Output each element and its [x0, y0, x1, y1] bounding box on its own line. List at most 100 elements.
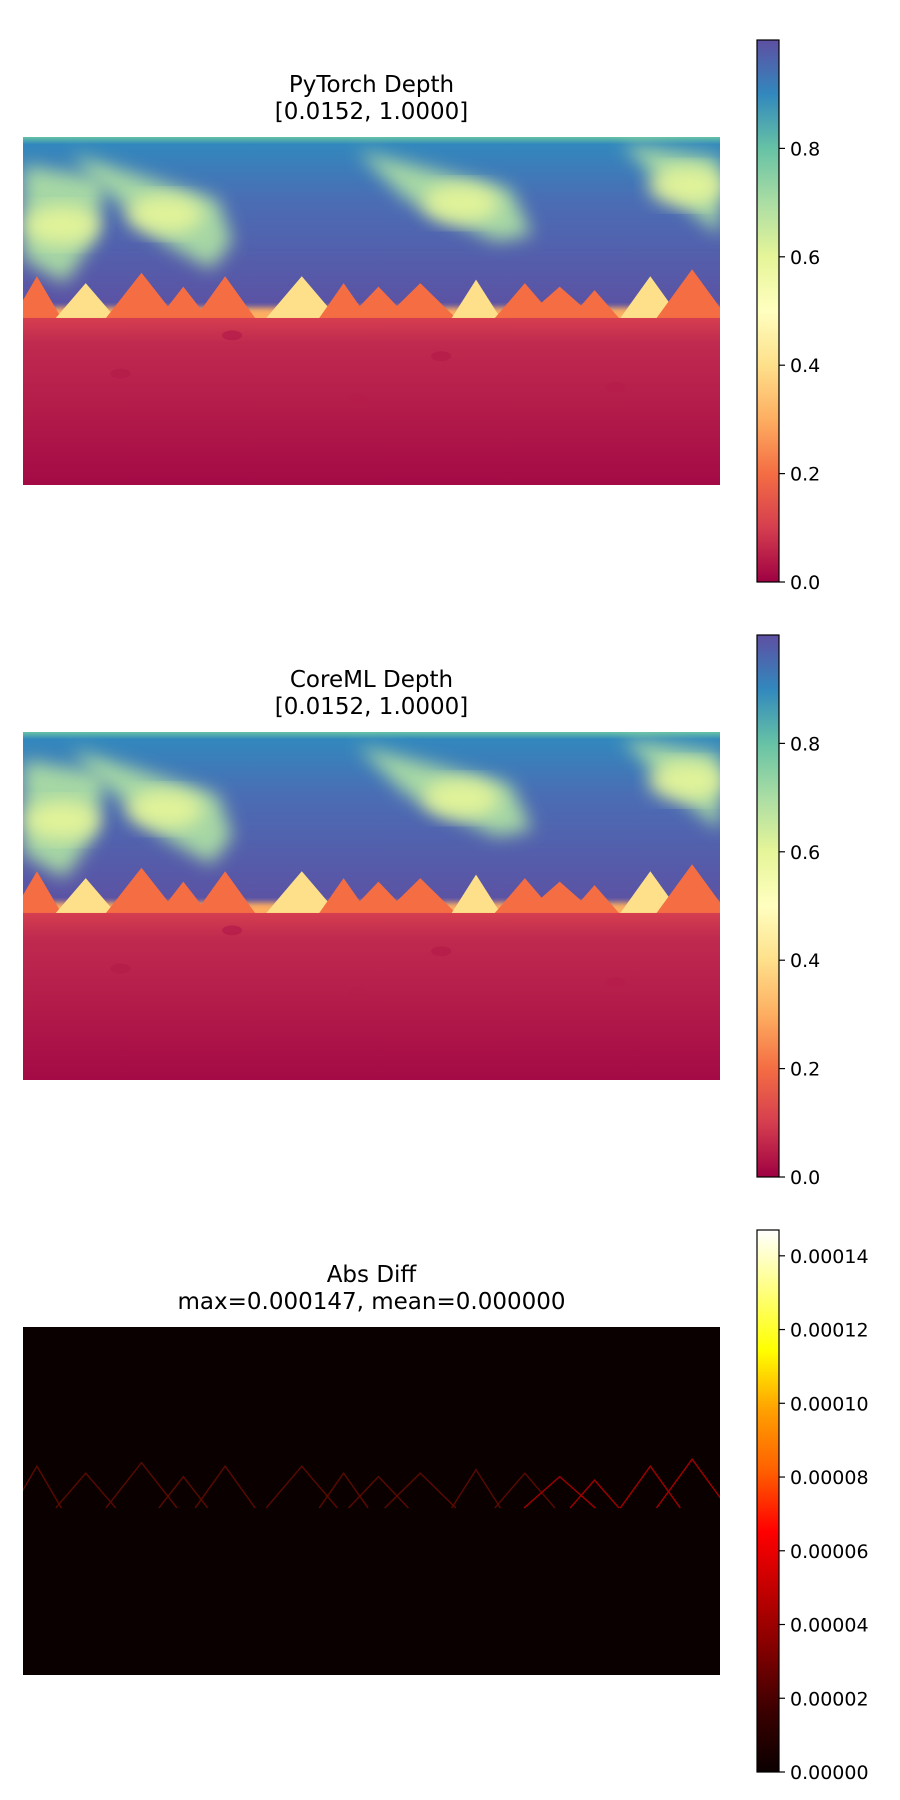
ground-blob [110, 368, 131, 379]
chart-subtitle-line: [0.0152, 1.0000] [274, 694, 469, 720]
colorbar-tick-label: 0.2 [790, 1059, 820, 1081]
peak-shape [55, 283, 116, 318]
diff-plot-svg: 0.00000 0.00002 0.00004 0.00006 0.00008 0.000… [23, 1229, 869, 1784]
colorbar-tick-label: 0.0 [790, 572, 820, 594]
cloud-core [126, 789, 203, 830]
peak-shape [105, 867, 178, 913]
peak-shape [570, 885, 619, 913]
depth-plot-svg: 0.0 0.2 0.4 0.6 0.8 [23, 39, 820, 594]
diff-edge [158, 1475, 209, 1509]
colorbar-gradient [757, 1230, 779, 1772]
diff-edge [619, 1464, 681, 1509]
colorbar-tick-label: 0.00006 [790, 1541, 869, 1563]
peak-shape [158, 881, 208, 913]
colorbar-gradient [757, 40, 779, 582]
diff-heatmap [23, 1327, 720, 1675]
diff-edge [569, 1479, 620, 1509]
depth-heatmap [23, 732, 720, 1080]
peak-shape [55, 878, 116, 913]
colorbar: 0.0 0.2 0.4 0.6 0.8 [756, 634, 820, 1189]
peak-shape [319, 283, 369, 318]
ground-blob [605, 382, 626, 393]
colorbar-tick-label: 0.8 [790, 733, 820, 755]
colorbar-tick-label: 0.6 [790, 842, 820, 864]
ground-blob [347, 988, 368, 998]
colorbar: 0.00000 0.00002 0.00004 0.00006 0.00008 0.000… [756, 1229, 869, 1784]
peak-shape [266, 276, 338, 318]
cloud-core [648, 165, 720, 206]
peak-shape [384, 878, 456, 913]
diff-edge [105, 1461, 178, 1509]
chart-subtitle-line: [0.0152, 1.0000] [274, 99, 469, 125]
peak-shape [570, 290, 619, 318]
colorbar-tick-label: 0.00004 [790, 1615, 869, 1637]
colorbar-tick-label: 0.8 [790, 138, 820, 160]
colorbar-tick-label: 0.4 [790, 950, 820, 972]
colorbar-tick-label: 0.6 [790, 247, 820, 269]
chart-subtitle-line: max=0.000147, mean=0.000000 [177, 1289, 566, 1315]
ground-blob [222, 925, 243, 936]
peak-shape [384, 283, 456, 318]
ground-blob [222, 330, 243, 341]
peak-shape [451, 874, 501, 913]
diff-background [23, 1327, 720, 1675]
ground-blob [431, 351, 452, 362]
depth-plot-svg: 0.0 0.2 0.4 0.6 0.8 [23, 634, 820, 1189]
ground-region [23, 317, 720, 485]
diff-edge [265, 1465, 338, 1509]
diff-edge [494, 1472, 556, 1509]
image-content [23, 732, 720, 1080]
image-content [23, 1327, 720, 1675]
abs-diff-panel: Abs Diff max=0.000147, mean=0.000000 0.0… [0, 1190, 900, 1790]
depth-heatmap [23, 137, 720, 485]
colorbar-tick-label: 0.00014 [790, 1246, 869, 1268]
colorbar-gradient [757, 635, 779, 1177]
chart-title: Abs Diff max=0.000147, mean=0.000000 [23, 1262, 720, 1316]
diff-edge [384, 1472, 457, 1509]
cloud-core [422, 778, 499, 819]
diff-edge [451, 1468, 502, 1509]
cloud-core [24, 205, 101, 246]
peak-shape [656, 269, 720, 318]
coreml-depth-panel: CoreML Depth [0.0152, 1.0000] 0.0 0.2 0.4 0… [0, 595, 900, 1195]
colorbar: 0.0 0.2 0.4 0.6 0.8 [756, 39, 820, 594]
colorbar-frame [756, 1229, 780, 1773]
diff-edge [656, 1458, 720, 1509]
colorbar-tick-label: 0.0 [790, 1167, 820, 1189]
cloud-core [126, 194, 203, 235]
peak-shape [656, 864, 720, 913]
cloud-core [24, 800, 101, 841]
ground-blob [605, 977, 626, 988]
diff-edge [523, 1475, 596, 1509]
cloud-core [422, 183, 499, 224]
chart-title: PyTorch Depth [0.0152, 1.0000] [23, 72, 720, 126]
colorbar-tick-label: 0.00008 [790, 1467, 869, 1489]
colorbar-tick-label: 0.00012 [790, 1320, 869, 1342]
diff-edge [194, 1464, 256, 1509]
colorbar-frame [756, 634, 780, 1178]
ground-blob [431, 946, 452, 957]
peak-shape [105, 272, 178, 318]
colorbar-tick-label: 0.4 [790, 355, 820, 377]
chart-title-line: PyTorch Depth [288, 72, 455, 98]
ground-region [23, 912, 720, 1080]
image-content [23, 137, 720, 485]
diff-edge [347, 1475, 409, 1509]
diff-edge [23, 1464, 62, 1509]
peak-shape [23, 276, 62, 318]
peak-shape [195, 276, 256, 318]
colorbar-tick-label: 0.00010 [790, 1393, 869, 1415]
peak-shape [158, 286, 208, 318]
chart-title: CoreML Depth [0.0152, 1.0000] [23, 667, 720, 721]
colorbar-tick-label: 0.2 [790, 464, 820, 486]
pytorch-depth-panel: PyTorch Depth [0.0152, 1.0000] 0.0 0.2 0.4… [0, 0, 900, 600]
cloud-core [648, 760, 720, 801]
peak-shape [451, 279, 501, 318]
peak-shape [195, 871, 256, 913]
chart-title-line: Abs Diff [326, 1262, 417, 1288]
peak-shape [319, 878, 369, 913]
colorbar-tick-label: 0.00000 [790, 1762, 869, 1784]
peak-shape [266, 871, 338, 913]
colorbar-frame [756, 39, 780, 583]
peak-shape [23, 871, 62, 913]
